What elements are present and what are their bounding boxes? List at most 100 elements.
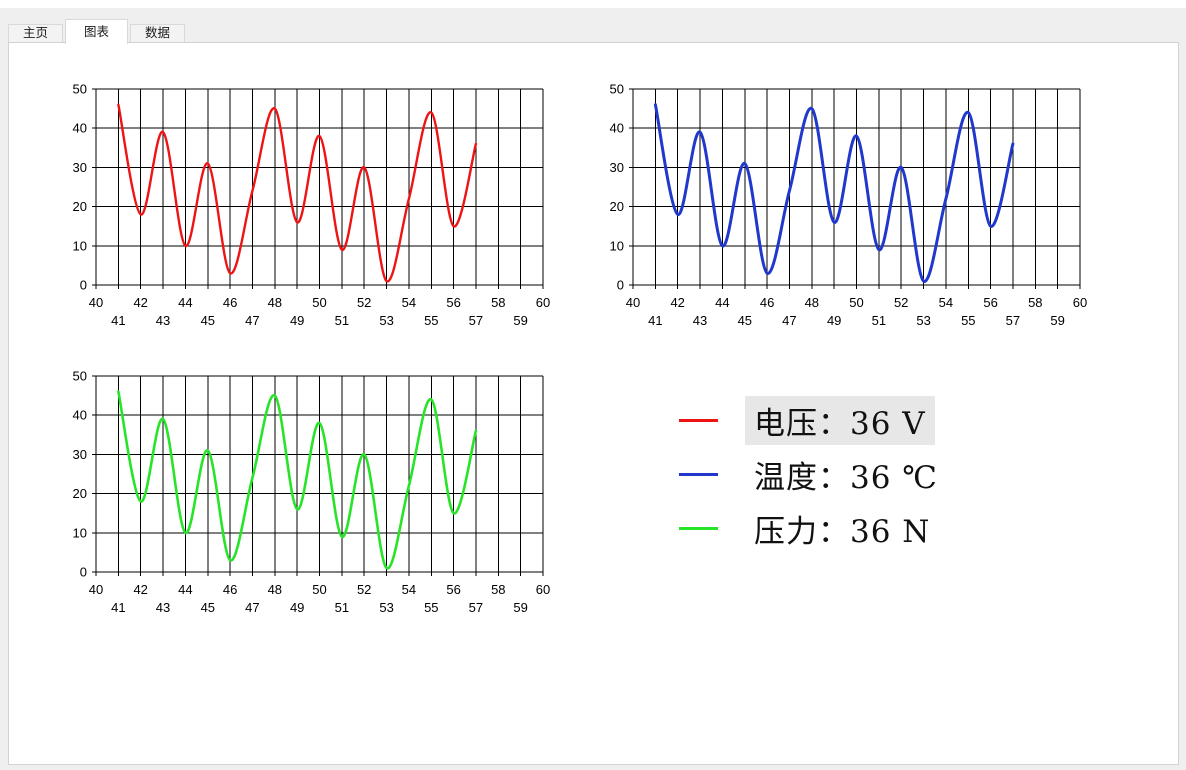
svg-text:54: 54 [402,295,416,310]
legend-item-pressure: 压力：36 N [679,509,947,550]
svg-text:40: 40 [73,408,87,423]
pressure-chart: 0 10 20 30 40 50 40 42 44 46 48 50 52 54 56 58 60 41 43 45 4… [61,366,561,618]
svg-text:46: 46 [223,582,237,597]
svg-text:40: 40 [73,121,87,136]
tab-bar: 主页 图表 数据 [8,18,187,44]
svg-text:41: 41 [648,313,662,328]
svg-text:51: 51 [335,313,349,328]
svg-text:0: 0 [80,565,87,580]
svg-text:53: 53 [916,313,930,328]
svg-text:42: 42 [670,295,684,310]
svg-text:44: 44 [178,295,192,310]
svg-text:54: 54 [939,295,953,310]
temperature-line-swatch [679,472,718,476]
content-panel: 0 10 20 30 40 50 40 42 44 46 48 50 52 54 56 58 60 41 43 45 4… [8,42,1179,765]
svg-text:55: 55 [424,313,438,328]
svg-text:41: 41 [111,600,125,615]
svg-text:44: 44 [715,295,729,310]
svg-text:0: 0 [617,278,624,293]
pressure-value-label: 压力：36 N [754,513,931,550]
svg-text:50: 50 [312,295,326,310]
svg-text:42: 42 [133,582,147,597]
svg-text:58: 58 [491,582,505,597]
legend-item-voltage: 电压：36 V [679,395,947,445]
svg-text:45: 45 [201,600,215,615]
svg-text:46: 46 [223,295,237,310]
svg-text:40: 40 [610,121,624,136]
chart-grid [92,88,544,289]
svg-text:47: 47 [245,600,259,615]
svg-text:40: 40 [89,295,103,310]
svg-text:43: 43 [156,600,170,615]
tab-chart[interactable]: 图表 [65,19,129,44]
svg-text:60: 60 [536,295,550,310]
svg-text:50: 50 [312,582,326,597]
svg-text:48: 48 [268,295,282,310]
legend: 电压：36 V 温度：36 ℃ 压力：36 N [679,395,947,563]
svg-text:59: 59 [513,313,527,328]
series-line [117,103,478,283]
svg-text:50: 50 [73,369,87,384]
svg-text:40: 40 [89,582,103,597]
chart-grid [92,375,544,576]
svg-text:52: 52 [894,295,908,310]
svg-text:48: 48 [268,582,282,597]
svg-text:57: 57 [1006,313,1020,328]
svg-text:40: 40 [626,295,640,310]
svg-text:58: 58 [1028,295,1042,310]
svg-text:45: 45 [201,313,215,328]
svg-text:55: 55 [961,313,975,328]
svg-text:49: 49 [827,313,841,328]
svg-text:56: 56 [446,295,460,310]
svg-text:43: 43 [156,313,170,328]
axis-tick-labels: 0 10 20 30 40 50 40 42 44 46 48 50 52 54 56 58 60 41 43 45 4… [610,82,1088,329]
svg-text:53: 53 [379,313,393,328]
svg-text:60: 60 [1073,295,1087,310]
svg-text:55: 55 [424,600,438,615]
svg-text:57: 57 [469,600,483,615]
svg-text:10: 10 [73,238,87,253]
svg-text:52: 52 [357,295,371,310]
svg-text:50: 50 [849,295,863,310]
svg-text:10: 10 [73,525,87,540]
voltage-value-label: 电压：36 V [745,395,935,445]
svg-text:45: 45 [738,313,752,328]
series-line [653,103,1015,283]
svg-text:42: 42 [133,295,147,310]
svg-text:43: 43 [693,313,707,328]
svg-text:56: 56 [983,295,997,310]
svg-text:56: 56 [446,582,460,597]
svg-text:52: 52 [357,582,371,597]
axis-tick-labels: 0 10 20 30 40 50 40 42 44 46 48 50 52 54 56 58 60 41 43 45 4… [73,82,551,329]
svg-text:30: 30 [73,447,87,462]
svg-text:59: 59 [513,600,527,615]
svg-text:51: 51 [872,313,886,328]
svg-text:48: 48 [805,295,819,310]
svg-text:47: 47 [245,313,259,328]
svg-text:20: 20 [610,199,624,214]
svg-text:49: 49 [290,600,304,615]
svg-text:57: 57 [469,313,483,328]
svg-text:59: 59 [1050,313,1064,328]
tab-home[interactable]: 主页 [8,24,64,42]
svg-text:53: 53 [379,600,393,615]
pressure-line-swatch [679,526,718,530]
svg-text:50: 50 [610,82,624,97]
svg-text:60: 60 [536,582,550,597]
svg-text:30: 30 [73,160,87,175]
svg-text:51: 51 [335,600,349,615]
temperature-chart: 0 10 20 30 40 50 40 42 44 46 48 50 52 54 56 58 60 41 43 45 4… [598,79,1098,331]
svg-text:54: 54 [402,582,416,597]
voltage-chart: 0 10 20 30 40 50 40 42 44 46 48 50 52 54 56 58 60 41 43 45 4… [61,79,561,331]
series-line [117,390,478,570]
svg-text:10: 10 [610,238,624,253]
svg-text:50: 50 [73,82,87,97]
svg-text:20: 20 [73,199,87,214]
tab-data[interactable]: 数据 [130,24,186,42]
temperature-value-label: 温度：36 ℃ [754,459,938,496]
svg-text:44: 44 [178,582,192,597]
axis-tick-labels: 0 10 20 30 40 50 40 42 44 46 48 50 52 54 56 58 60 41 43 45 4… [73,369,551,616]
svg-text:0: 0 [80,278,87,293]
svg-text:49: 49 [290,313,304,328]
chart-grid [629,88,1081,289]
